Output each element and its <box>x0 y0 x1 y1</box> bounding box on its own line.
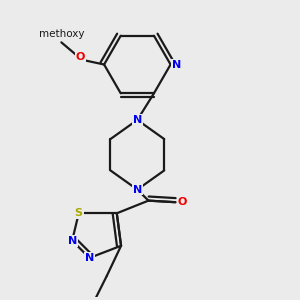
Text: O: O <box>178 197 187 207</box>
Text: methoxy: methoxy <box>58 33 64 34</box>
Text: S: S <box>75 208 83 218</box>
Text: O: O <box>76 52 85 61</box>
Text: N: N <box>85 253 94 263</box>
Text: N: N <box>68 236 77 246</box>
Text: methoxy: methoxy <box>39 29 84 39</box>
Text: N: N <box>172 59 181 70</box>
Text: N: N <box>133 115 142 125</box>
Text: N: N <box>133 184 142 195</box>
